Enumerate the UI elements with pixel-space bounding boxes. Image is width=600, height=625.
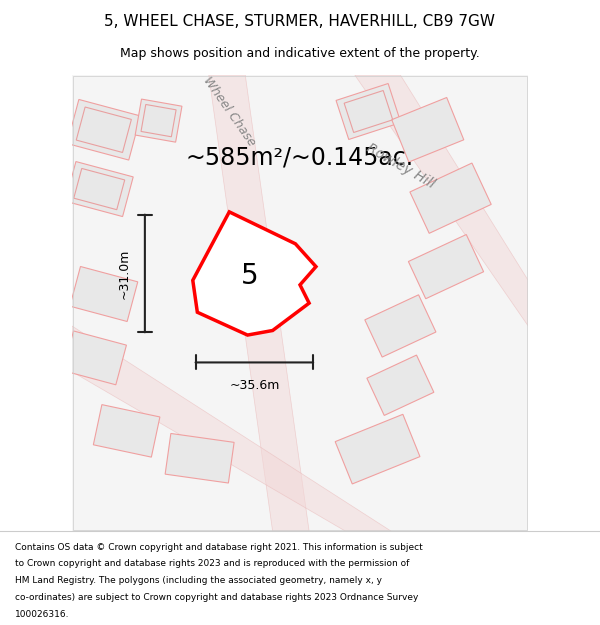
Text: HM Land Registry. The polygons (including the associated geometry, namely x, y: HM Land Registry. The polygons (includin… (15, 576, 382, 585)
Text: Contains OS data © Crown copyright and database right 2021. This information is : Contains OS data © Crown copyright and d… (15, 542, 423, 551)
Text: 5: 5 (241, 262, 259, 290)
Polygon shape (209, 75, 309, 531)
Polygon shape (65, 161, 133, 217)
Polygon shape (63, 331, 127, 385)
Polygon shape (335, 414, 420, 484)
Polygon shape (135, 99, 182, 142)
Polygon shape (70, 266, 138, 321)
Polygon shape (410, 163, 491, 233)
Text: ~585m²/~0.145ac.: ~585m²/~0.145ac. (186, 145, 414, 169)
Text: Map shows position and indicative extent of the property.: Map shows position and indicative extent… (120, 48, 480, 61)
Text: to Crown copyright and database rights 2023 and is reproduced with the permissio: to Crown copyright and database rights 2… (15, 559, 409, 568)
Text: Wheel Chase: Wheel Chase (200, 74, 258, 149)
Polygon shape (392, 98, 464, 162)
Text: 5, WHEEL CHASE, STURMER, HAVERHILL, CB9 7GW: 5, WHEEL CHASE, STURMER, HAVERHILL, CB9 … (104, 14, 496, 29)
Polygon shape (336, 84, 401, 139)
Polygon shape (94, 404, 160, 457)
Polygon shape (409, 234, 484, 299)
Polygon shape (355, 75, 528, 326)
Polygon shape (67, 99, 140, 160)
Text: co-ordinates) are subject to Crown copyright and database rights 2023 Ordnance S: co-ordinates) are subject to Crown copyr… (15, 593, 418, 602)
Text: 100026316.: 100026316. (15, 610, 70, 619)
Text: Rowley Hill: Rowley Hill (364, 141, 437, 191)
Polygon shape (193, 212, 316, 335)
Polygon shape (72, 326, 391, 531)
Polygon shape (221, 241, 287, 292)
Text: ~31.0m: ~31.0m (118, 248, 131, 299)
FancyBboxPatch shape (72, 75, 528, 531)
Polygon shape (365, 295, 436, 357)
Text: ~35.6m: ~35.6m (229, 379, 280, 392)
Polygon shape (367, 355, 434, 416)
Polygon shape (165, 434, 234, 483)
